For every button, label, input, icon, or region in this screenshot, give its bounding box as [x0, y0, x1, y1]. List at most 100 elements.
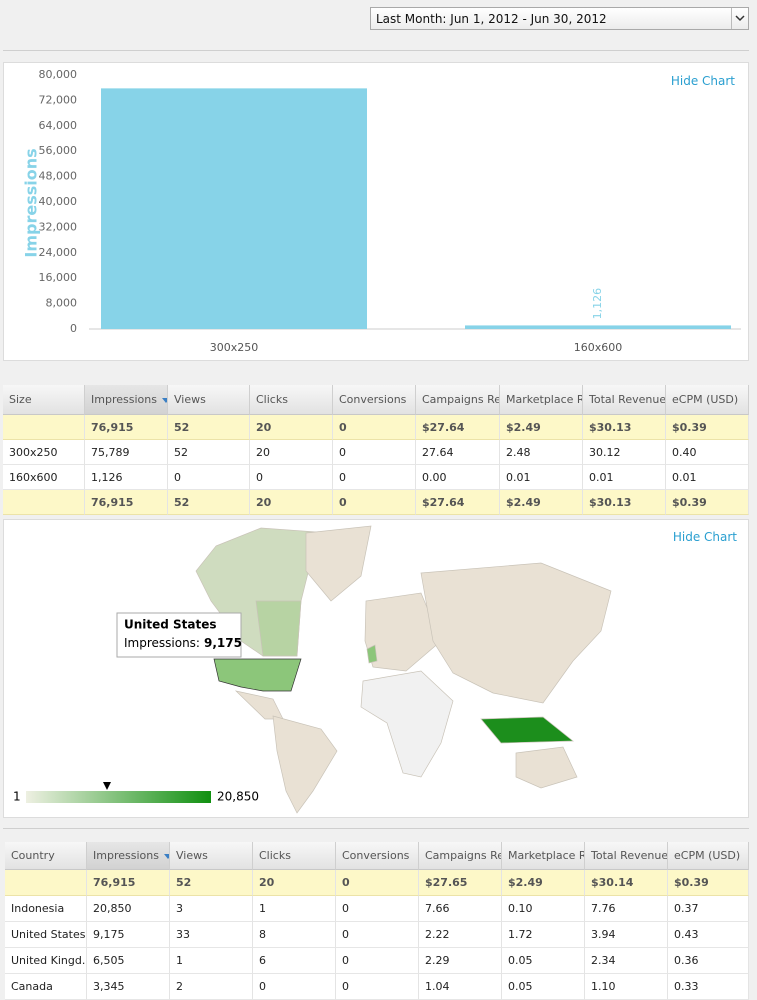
table-cell: 1.04	[419, 974, 502, 1000]
summary-cell: 52	[170, 870, 253, 896]
asia[interactable]	[420, 562, 612, 704]
united-states[interactable]	[213, 658, 302, 692]
y-tick-label: 56,000	[39, 144, 78, 157]
table-cell: 0	[333, 465, 416, 490]
summary-cell: 20	[250, 415, 333, 440]
table-cell: 33	[170, 922, 253, 948]
map-shapes	[195, 525, 612, 814]
summary-cell: 76,915	[85, 490, 168, 515]
column-header[interactable]: Impressions	[85, 385, 168, 415]
table-cell: 7.76	[585, 896, 668, 922]
africa[interactable]	[360, 670, 454, 778]
x-tick-label: 160x600	[574, 341, 623, 354]
table-cell: 0	[336, 896, 419, 922]
table-cell: United States	[5, 922, 87, 948]
summary-cell: $0.39	[666, 490, 749, 515]
dropdown-arrow	[735, 15, 745, 22]
summary-cell: 76,915	[85, 415, 168, 440]
table-cell: 3	[170, 896, 253, 922]
table-cell: 0	[333, 440, 416, 465]
bar	[101, 88, 367, 329]
column-header[interactable]: Marketplace Rev	[502, 842, 585, 870]
table-cell: 160x600	[3, 465, 85, 490]
legend-min: 1	[13, 790, 21, 804]
table-cell: 0.33	[668, 974, 749, 1000]
table-cell: Indonesia	[5, 896, 87, 922]
chart-panel: Hide Chart Impressions 0 8,000 16,000 24,00…	[3, 62, 749, 361]
table-cell: 7.66	[419, 896, 502, 922]
europe[interactable]	[364, 592, 442, 672]
separator	[3, 828, 749, 829]
column-header[interactable]: Impressions	[87, 842, 170, 870]
summary-cell: $0.39	[666, 415, 749, 440]
column-header[interactable]: Views	[168, 385, 250, 415]
summary-cell: $27.64	[416, 415, 500, 440]
column-header[interactable]: Campaigns Reve	[419, 842, 502, 870]
x-tick-label: 300x250	[210, 341, 259, 354]
column-header[interactable]: eCPM (USD)	[666, 385, 749, 415]
summary-cell: $30.14	[585, 870, 668, 896]
y-tick-label: 72,000	[39, 93, 78, 106]
australia[interactable]	[515, 746, 578, 789]
world-map: United States Impressions: 9,175 1 20,850	[13, 525, 612, 814]
column-header[interactable]: Country	[5, 842, 87, 870]
summary-cell: 0	[336, 870, 419, 896]
column-header[interactable]: Clicks	[250, 385, 333, 415]
table-cell: 0.00	[416, 465, 500, 490]
column-header[interactable]: Clicks	[253, 842, 336, 870]
summary-cell: 20	[253, 870, 336, 896]
table-cell: 0.37	[668, 896, 749, 922]
column-header[interactable]: Conversions	[336, 842, 419, 870]
column-header[interactable]: Conversions	[333, 385, 416, 415]
summary-cell: 76,915	[87, 870, 170, 896]
map-panel: Hide Chart United States Impressions: 9,1…	[3, 519, 749, 818]
table-cell: 0.10	[502, 896, 585, 922]
summary-cell: $30.13	[583, 490, 666, 515]
summary-cell: $0.39	[668, 870, 749, 896]
table-cell: 1	[170, 948, 253, 974]
summary-cell: $30.13	[583, 415, 666, 440]
y-tick-label: 16,000	[39, 271, 78, 284]
column-header[interactable]: Total Revenue (	[583, 385, 666, 415]
table-cell: 20,850	[87, 896, 170, 922]
column-header[interactable]: Size	[3, 385, 85, 415]
column-header[interactable]: Campaigns Reve	[416, 385, 500, 415]
table-cell: 1	[253, 896, 336, 922]
hide-chart-link[interactable]: Hide Chart	[672, 530, 737, 544]
y-tick-label: 40,000	[39, 195, 78, 208]
country-table: Country Impressions Views Clicks Conversions…	[5, 842, 749, 1000]
table-cell: 27.64	[416, 440, 500, 465]
table-cell: 0	[168, 465, 250, 490]
column-header[interactable]: Total Revenue (	[585, 842, 668, 870]
y-axis-title: Impressions	[22, 148, 41, 257]
date-range-select[interactable]: Last Month: Jun 1, 2012 - Jun 30, 2012	[370, 7, 749, 30]
south-america[interactable]	[272, 715, 338, 814]
summary-cell: $2.49	[502, 870, 585, 896]
column-header[interactable]: Marketplace Rev	[500, 385, 583, 415]
column-header[interactable]: Views	[170, 842, 253, 870]
bar-chart: Impressions 0 8,000 16,000 24,000 32,000 40,0…	[22, 68, 741, 354]
table-cell: 0.01	[500, 465, 583, 490]
y-tick-label: 80,000	[39, 68, 78, 81]
summary-cell	[3, 490, 85, 515]
table-cell: 6	[253, 948, 336, 974]
greenland[interactable]	[305, 525, 372, 602]
hide-chart-link[interactable]: Hide Chart	[670, 74, 735, 88]
y-tick-label: 24,000	[39, 246, 78, 259]
central-america[interactable]	[234, 690, 284, 720]
table-cell: United Kingd...	[5, 948, 87, 974]
legend-gradient	[26, 791, 211, 803]
table-cell: 2.34	[585, 948, 668, 974]
bar	[465, 325, 731, 329]
column-header[interactable]: eCPM (USD)	[668, 842, 749, 870]
table-cell: 0	[336, 974, 419, 1000]
united-kingdom[interactable]	[366, 644, 378, 664]
table-cell: 0	[336, 948, 419, 974]
table-cell: 0.36	[668, 948, 749, 974]
canada-east[interactable]	[255, 600, 302, 657]
table-cell: 20	[250, 440, 333, 465]
table-cell: 0	[336, 922, 419, 948]
dropdown-button[interactable]	[731, 8, 748, 29]
indonesia[interactable]	[480, 716, 574, 744]
table-cell: 3,345	[87, 974, 170, 1000]
